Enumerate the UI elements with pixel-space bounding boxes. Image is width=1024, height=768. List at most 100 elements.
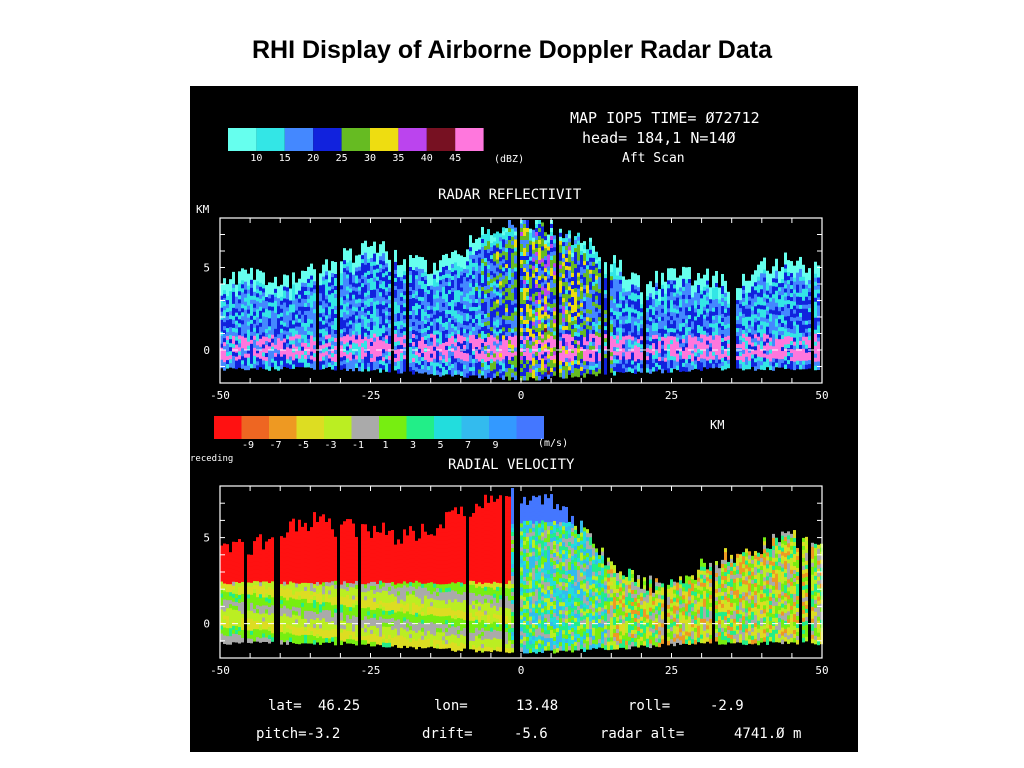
reflectivity-cell — [532, 253, 535, 259]
reflectivity-cell — [637, 367, 640, 372]
reflectivity-cell — [487, 357, 490, 362]
reflectivity-cell — [382, 293, 385, 298]
reflectivity-cell — [496, 319, 499, 325]
reflectivity-cell — [544, 284, 547, 289]
reflectivity-cell — [685, 279, 688, 284]
reflectivity-cell — [694, 284, 697, 289]
reflectivity-cell — [280, 292, 283, 298]
reflectivity-cell — [394, 289, 397, 295]
reflectivity-cell — [367, 334, 370, 340]
reflectivity-cell — [319, 309, 322, 314]
reflectivity-cell — [322, 324, 325, 330]
reflectivity-cell — [421, 321, 424, 326]
reflectivity-cell — [535, 316, 538, 321]
reflectivity-cell — [700, 322, 703, 327]
reflectivity-cell — [715, 322, 718, 328]
reflectivity-cell — [463, 260, 466, 266]
reflectivity-cell — [595, 295, 598, 301]
reflectivity-cell — [679, 339, 682, 344]
reflectivity-cell — [688, 359, 691, 364]
reflectivity-cell — [541, 338, 544, 343]
reflectivity-cell — [238, 331, 241, 336]
reflectivity-cell — [430, 349, 433, 355]
reflectivity-cell — [346, 290, 349, 295]
reflectivity-cell — [400, 348, 403, 354]
reflectivity-cell — [505, 256, 508, 261]
reflectivity-cell — [415, 343, 418, 348]
reflectivity-cell — [706, 340, 709, 346]
reflectivity-cell — [664, 309, 667, 315]
reflectivity-cell — [457, 338, 460, 343]
reflectivity-cell — [469, 311, 472, 316]
reflectivity-cell — [715, 282, 718, 288]
reflectivity-cell — [325, 275, 328, 280]
reflectivity-cell — [289, 364, 292, 370]
reflectivity-cell — [655, 362, 658, 368]
reflectivity-cell — [778, 283, 781, 288]
reflectivity-cell — [520, 324, 523, 329]
reflectivity-cell — [496, 231, 499, 237]
reflectivity-cell — [664, 349, 667, 355]
reflectivity-cell — [628, 311, 631, 316]
reflectivity-cell — [721, 361, 724, 367]
reflectivity-cell — [379, 284, 382, 289]
reflectivity-cell — [739, 324, 742, 329]
reflectivity-cell — [262, 344, 265, 349]
reflectivity-cell — [469, 371, 472, 376]
reflectivity-cell — [280, 340, 283, 346]
reflectivity-cell — [574, 356, 577, 361]
reflectivity-cell — [421, 317, 424, 322]
reflectivity-cell — [775, 266, 778, 272]
reflectivity-cell — [280, 332, 283, 338]
reflectivity-cell — [361, 315, 364, 320]
reflectivity-cell — [550, 280, 553, 285]
reflectivity-cell — [307, 286, 310, 292]
reflectivity-cell — [781, 303, 784, 308]
reflectivity-cell — [343, 260, 346, 265]
reflectivity-cell — [370, 285, 373, 291]
reflectivity-cell — [622, 328, 625, 333]
reflectivity-cell — [508, 364, 511, 369]
reflectivity-cell — [541, 302, 544, 307]
reflectivity-cell — [541, 358, 544, 363]
reflectivity-cell — [667, 308, 670, 313]
reflectivity-cell — [523, 280, 526, 285]
reflectivity-cell — [580, 254, 583, 260]
reflectivity-cell — [403, 303, 406, 308]
reflectivity-cell — [547, 306, 550, 312]
reflectivity-cell — [493, 241, 496, 246]
reflectivity-cell — [301, 314, 304, 320]
reflectivity-cell — [364, 276, 367, 282]
reflectivity-cell — [466, 309, 469, 314]
reflectivity-cell — [427, 322, 430, 327]
reflectivity-cell — [409, 318, 412, 324]
reflectivity-cell — [532, 245, 535, 251]
reflectivity-cell — [673, 288, 676, 294]
reflectivity-cell — [508, 292, 511, 297]
reflectivity-cell — [364, 328, 367, 334]
reflectivity-cell — [235, 304, 238, 310]
reflectivity-cell — [271, 346, 274, 352]
reflectivity-cell — [442, 286, 445, 292]
reflectivity-cell — [742, 357, 745, 363]
reflectivity-cell — [484, 353, 487, 359]
reflectivity-cell — [244, 337, 247, 343]
reflectivity-cell — [568, 334, 571, 339]
reflectivity-cell — [610, 332, 613, 337]
reflectivity-cell — [724, 304, 727, 310]
reflectivity-cell — [736, 308, 739, 313]
reflectivity-cell — [262, 332, 265, 337]
reflectivity-cell — [334, 349, 337, 355]
reflectivity-cell — [523, 368, 526, 373]
reflectivity-cell — [685, 299, 688, 304]
reflectivity-cell — [586, 321, 589, 326]
reflectivity-cell — [262, 356, 265, 361]
reflectivity-cell — [547, 346, 550, 352]
reflectivity-cell — [463, 324, 466, 330]
reflectivity-cell — [247, 285, 250, 291]
reflectivity-cell — [505, 236, 508, 241]
reflectivity-cell — [229, 363, 232, 368]
reflectivity-cell — [268, 318, 271, 323]
reflectivity-cell — [784, 332, 787, 338]
reflectivity-cell — [766, 346, 769, 352]
